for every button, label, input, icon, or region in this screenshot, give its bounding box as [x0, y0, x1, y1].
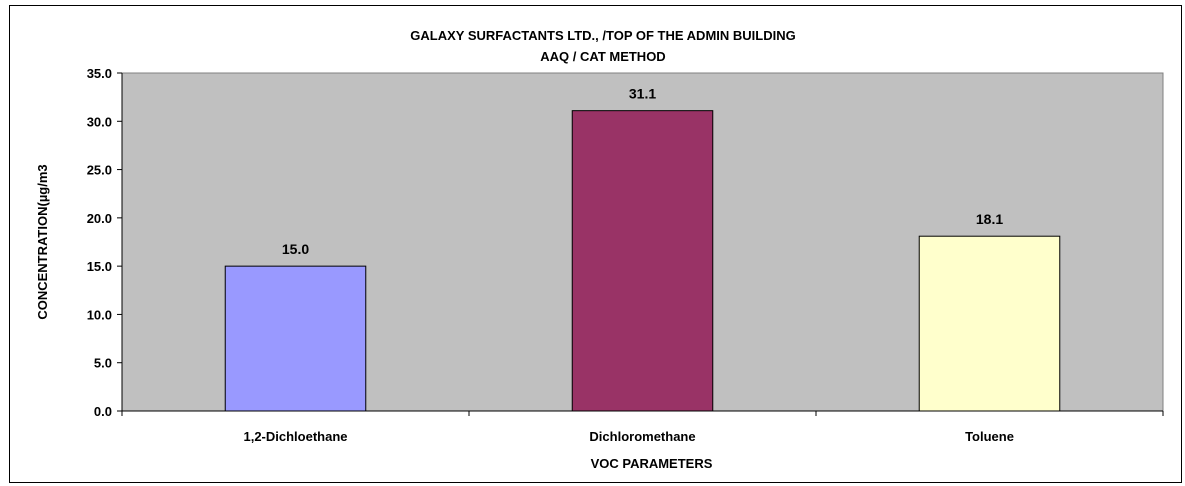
y-tick-label: 30.0 — [87, 114, 112, 129]
y-tick-label: 15.0 — [87, 259, 112, 274]
data-label: 31.1 — [629, 86, 656, 102]
x-axis-label: VOC PARAMETERS — [591, 456, 713, 471]
y-tick-label: 5.0 — [94, 356, 112, 371]
x-tick-label: Dichloromethane — [589, 429, 695, 444]
bar — [571, 110, 714, 412]
y-tick-label: 0.0 — [94, 404, 112, 419]
y-tick-label: 25.0 — [87, 163, 112, 178]
bar — [224, 265, 367, 412]
data-label: 15.0 — [282, 241, 309, 257]
y-axis-label: CONCENTRATION(µg/m3 — [35, 164, 50, 319]
chart-subtitle: AAQ / CAT METHOD — [540, 49, 665, 64]
chart-title: GALAXY SURFACTANTS LTD., /TOP OF THE ADM… — [410, 28, 795, 43]
x-tick-label: Toluene — [965, 429, 1014, 444]
x-tick-label: 1,2-Dichloethane — [243, 429, 347, 444]
y-tick-label: 10.0 — [87, 307, 112, 322]
y-tick-label: 35.0 — [87, 66, 112, 81]
bar — [918, 235, 1061, 412]
y-tick-label: 20.0 — [87, 211, 112, 226]
data-label: 18.1 — [976, 211, 1003, 227]
